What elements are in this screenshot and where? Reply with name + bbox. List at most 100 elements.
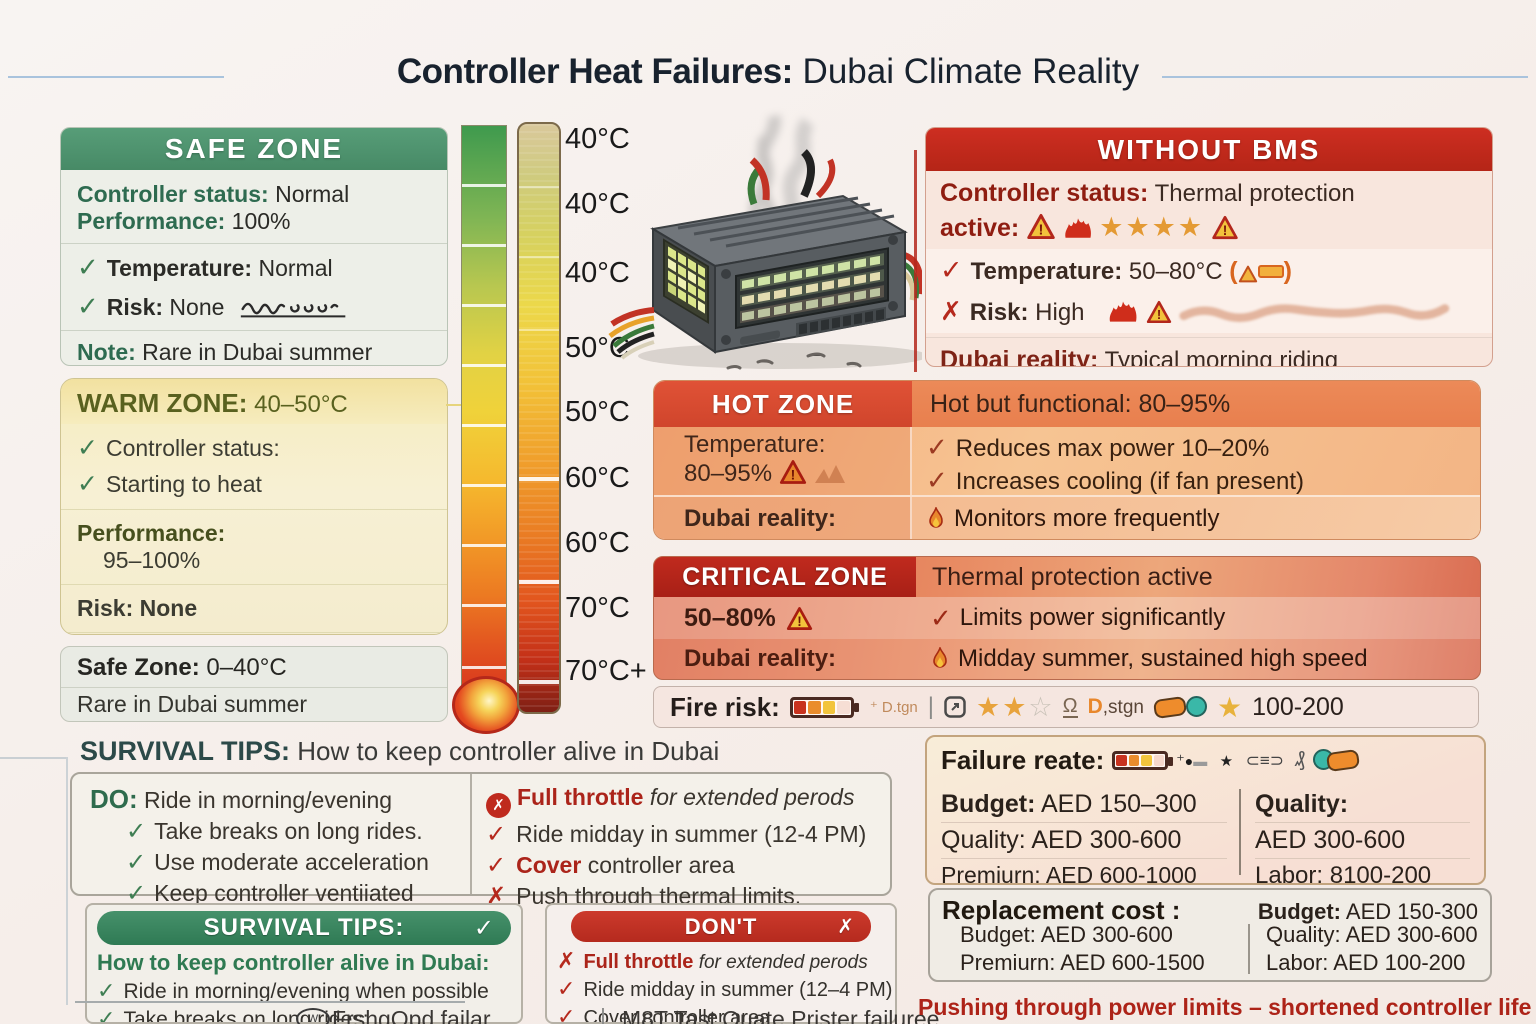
survival-pill-header: SURVIVAL TIPS: ✓ bbox=[97, 911, 511, 945]
divider bbox=[61, 687, 447, 688]
check-icon: ✓ bbox=[940, 255, 963, 285]
star-rating-icons: ★★★★ bbox=[1099, 212, 1205, 242]
hot-zone-header-right: Hot but functional: 80–95% bbox=[912, 381, 1480, 427]
safe-note-value: Rare in Dubai summer bbox=[135, 339, 373, 365]
fire-risk-value: 100-200 bbox=[1252, 692, 1344, 721]
divider bbox=[61, 330, 447, 331]
replacement-row3-left: Premiurn: AED 600-1500 bbox=[960, 950, 1205, 976]
bottom-garbled-left: FrshgOpd failar bbox=[332, 1006, 491, 1024]
replacement-title: Replacement cost : bbox=[942, 895, 1181, 925]
critical-reality-label: Dubai reality: bbox=[684, 645, 837, 672]
safe-range-line2: Rare in Dubai summer bbox=[77, 691, 308, 717]
star-icon: ★ bbox=[1216, 691, 1243, 723]
dont-item-text: Ride midday in summer (12-4 PM) bbox=[516, 820, 867, 847]
temp-label: 40°C bbox=[565, 257, 630, 289]
bar-icon: ▬ bbox=[1193, 753, 1208, 769]
safe-status-label: Controller status: bbox=[77, 181, 269, 207]
failure-left-col: Budget: AED 150–300 Quality: AED 300-600… bbox=[941, 787, 1227, 883]
flame-icon bbox=[929, 507, 943, 528]
survival-item-text: Ride in morning/evening when possible bbox=[123, 980, 489, 1003]
page-title-strong: Controller Heat Failures: bbox=[396, 52, 793, 91]
critical-range-cell: 50–80% ! bbox=[654, 597, 916, 639]
divider bbox=[61, 243, 447, 244]
do-item-text: Keep controller ventiiated bbox=[154, 880, 414, 906]
cost-label: Labor: bbox=[1255, 862, 1324, 885]
fire-icon bbox=[1109, 301, 1137, 322]
thermometer-tick bbox=[462, 484, 506, 487]
check-icon: ✓ bbox=[126, 818, 147, 845]
thermometer-bulb bbox=[452, 676, 520, 734]
omega-icon: Ω bbox=[1062, 695, 1078, 718]
replacement-row3-right: Labor: AED 100-200 bbox=[1266, 950, 1465, 976]
check-icon: ✓ bbox=[77, 252, 99, 282]
check-icon: ✓ bbox=[557, 1004, 576, 1024]
tag-text: ⁺ D.tgn bbox=[869, 699, 918, 716]
temp-label: 70°C+ bbox=[565, 655, 647, 687]
check-icon: ✓ bbox=[126, 849, 147, 876]
svg-text:!: ! bbox=[797, 613, 802, 628]
hot-zone-left-col: Temperature: 80–95% ! bbox=[654, 427, 912, 495]
do-column: DO: Ride in morning/evening ✓ Take breaks… bbox=[72, 774, 472, 907]
dont-item: ✓ Ride midday in summer (12-4 PM) bbox=[486, 820, 882, 849]
star-rating: ★★☆ bbox=[976, 692, 1053, 723]
warm-zone-card: WARM ZONE: 40–50°C ✓ Controller status: ✓… bbox=[60, 378, 448, 635]
dont-rest: for extended perods bbox=[693, 952, 868, 973]
divider bbox=[941, 822, 1227, 823]
hot-temp-value-row: 80–95% ! bbox=[684, 459, 910, 488]
thermometer-tick bbox=[462, 544, 506, 547]
cross-icon: ✗ bbox=[557, 948, 576, 973]
thermometer-tick bbox=[462, 364, 506, 367]
check-icon: ✓ bbox=[473, 914, 495, 942]
warm-header-label: WARM ZONE: bbox=[77, 388, 248, 418]
dont-rest-text: for extended perods bbox=[643, 784, 855, 810]
misc-icons: ⁺●▬ ★ ⊂≡⊃ ₰ bbox=[1176, 749, 1305, 772]
dont-item-text: Cover controller area bbox=[583, 1007, 771, 1024]
bms-status-label: Controller status: bbox=[940, 179, 1149, 207]
divider bbox=[61, 632, 447, 633]
thermometer-tick bbox=[462, 184, 506, 187]
oval-badge-icon: W bbox=[296, 1008, 330, 1024]
critical-header-row: CRITICAL ZONE Thermal protection active bbox=[654, 557, 1480, 597]
safe-temp-row: ✓ Temperature: Normal bbox=[77, 252, 431, 283]
safe-perf-label: Performance: bbox=[77, 208, 226, 234]
bms-risk-label: Risk: bbox=[969, 299, 1029, 326]
dont-rest-text: controller area bbox=[581, 851, 735, 878]
safe-range-strip: Safe Zone: 0–40°C Rare in Dubai summer bbox=[60, 646, 448, 722]
hot-point1: ✓ Reduces max power 10–20% bbox=[926, 432, 1480, 463]
cost-label: Quality: bbox=[1255, 790, 1349, 818]
cross-icon: ✗ bbox=[486, 882, 507, 910]
safe-range-line1: Safe Zone: 0–40°C bbox=[61, 647, 447, 682]
bms-temp-value: 50–80°C bbox=[1122, 258, 1223, 285]
bms-risk-value: High bbox=[1028, 299, 1085, 326]
column-divider bbox=[1248, 924, 1250, 974]
dont-column: ✗ Full throttle for extended perods ✓ Ride… bbox=[472, 774, 890, 910]
thermometer-column bbox=[461, 125, 507, 699]
divider bbox=[1255, 858, 1470, 859]
check-icon: ✓ bbox=[486, 851, 507, 879]
survival-tips-card: SURVIVAL TIPS: ✓ How to keep controller … bbox=[85, 903, 523, 1024]
paren: ) bbox=[1283, 257, 1292, 285]
cost-label: Quality: bbox=[941, 826, 1026, 854]
check-icon: ✓ bbox=[97, 978, 116, 1003]
check-icon: ✓ bbox=[557, 976, 576, 1001]
critical-zone-header: CRITICAL ZONE bbox=[654, 557, 916, 597]
fire-risk-label: Fire risk: bbox=[670, 691, 780, 722]
warning-icon: ! bbox=[1027, 213, 1055, 240]
hot-point1-text: Reduces max power 10–20% bbox=[955, 435, 1270, 462]
bms-status-label2: active: bbox=[940, 214, 1020, 242]
hot-zone-right-col: ✓ Reduces max power 10–20% ✓ Increases coo… bbox=[912, 427, 1480, 495]
column-divider bbox=[1239, 789, 1241, 875]
scale-tick bbox=[519, 477, 559, 481]
cost-label: Premiurn: bbox=[960, 950, 1056, 975]
failure-row: Labor: 8100-200 bbox=[1255, 859, 1470, 885]
survival-heading-light: How to keep controller alive in Dubai bbox=[290, 736, 720, 766]
dot-icon: ● bbox=[1184, 753, 1194, 769]
bms-status-row: Controller status: Thermal protection bbox=[926, 177, 1492, 210]
do-first-text: Ride in morning/evening bbox=[137, 787, 393, 813]
safe-perf-value: 100% bbox=[225, 208, 291, 234]
scale-tick bbox=[519, 186, 559, 188]
critical-header-right: Thermal protection active bbox=[932, 562, 1213, 591]
failure-rate-card: Failure reate: ⁺●▬ ★ ⊂≡⊃ ₰ Budget: AED 1… bbox=[925, 735, 1486, 885]
cross-icon: ✗ bbox=[837, 916, 855, 938]
circle-x-icon: ✗ bbox=[486, 792, 511, 818]
